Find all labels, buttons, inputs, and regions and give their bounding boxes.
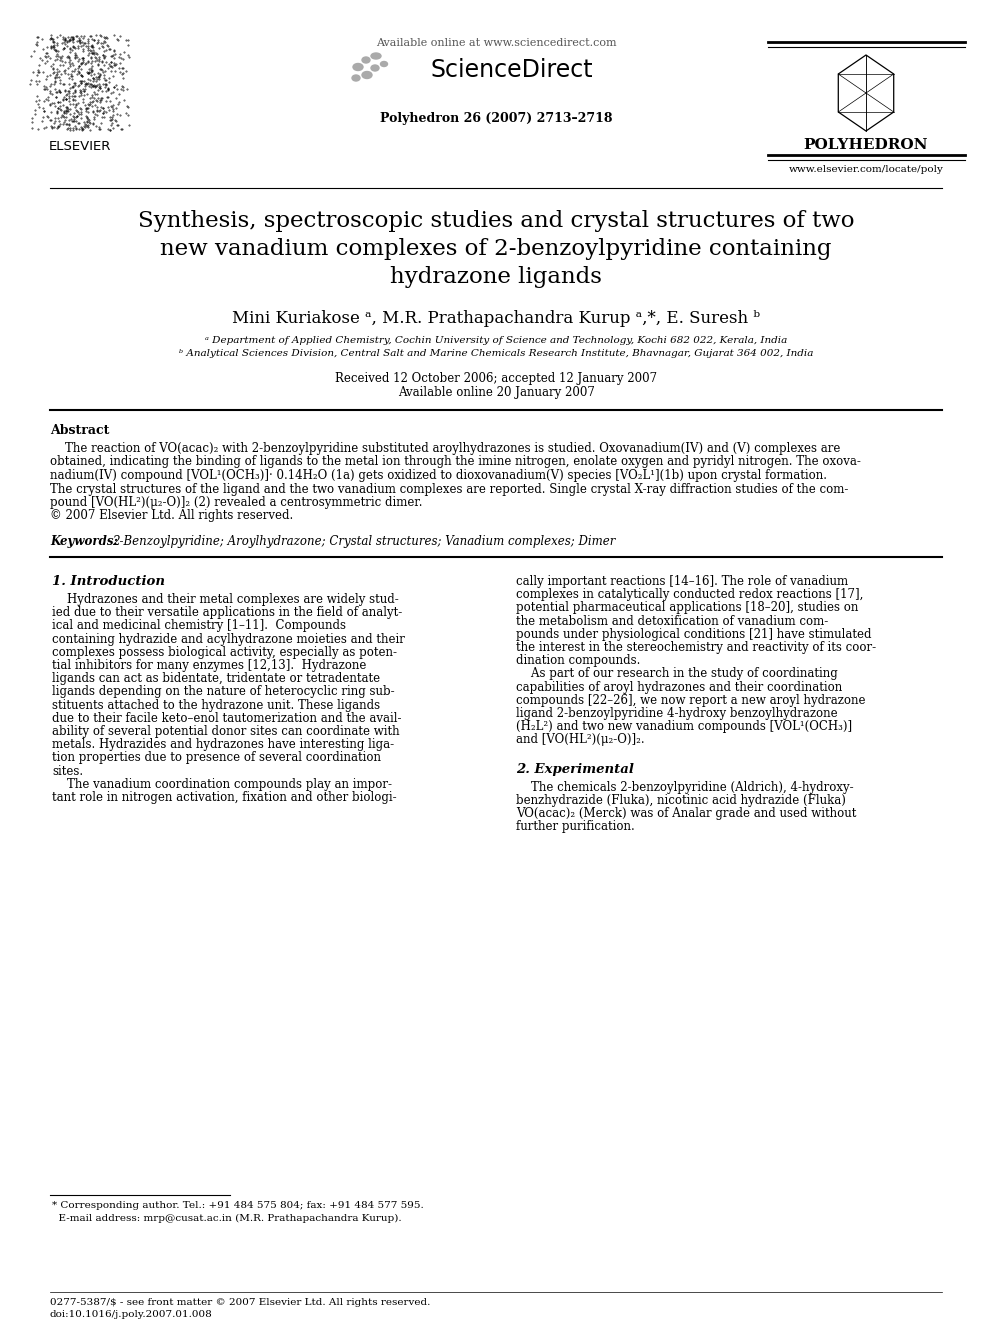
Ellipse shape [362,57,370,64]
Ellipse shape [371,53,381,60]
Text: Synthesis, spectroscopic studies and crystal structures of two: Synthesis, spectroscopic studies and cry… [138,210,854,232]
Text: cally important reactions [14–16]. The role of vanadium: cally important reactions [14–16]. The r… [516,576,848,587]
Text: nadium(IV) compound [VOL¹(OCH₃)]· 0.14H₂O (1a) gets oxidized to dioxovanadium(V): nadium(IV) compound [VOL¹(OCH₃)]· 0.14H₂… [50,468,827,482]
Text: the interest in the stereochemistry and reactivity of its coor-: the interest in the stereochemistry and … [516,642,876,654]
Text: pounds under physiological conditions [21] have stimulated: pounds under physiological conditions [2… [516,628,872,640]
Ellipse shape [353,64,363,70]
Text: The reaction of VO(acac)₂ with 2-benzoylpyridine substituted aroylhydrazones is : The reaction of VO(acac)₂ with 2-benzoyl… [50,442,840,455]
Text: Hydrazones and their metal complexes are widely stud-: Hydrazones and their metal complexes are… [52,593,399,606]
Text: sites.: sites. [52,765,83,778]
Text: Mini Kuriakose ᵃ, M.R. Prathapachandra Kurup ᵃ,*, E. Suresh ᵇ: Mini Kuriakose ᵃ, M.R. Prathapachandra K… [232,310,760,327]
Text: 0277-5387/$ - see front matter © 2007 Elsevier Ltd. All rights reserved.: 0277-5387/$ - see front matter © 2007 El… [50,1298,431,1307]
Text: ical and medicinal chemistry [1–11].  Compounds: ical and medicinal chemistry [1–11]. Com… [52,619,346,632]
Text: The chemicals 2-benzoylpyridine (Aldrich), 4-hydroxy-: The chemicals 2-benzoylpyridine (Aldrich… [516,781,854,794]
Text: containing hydrazide and acylhydrazone moieties and their: containing hydrazide and acylhydrazone m… [52,632,405,646]
Text: stituents attached to the hydrazone unit. These ligands: stituents attached to the hydrazone unit… [52,699,380,712]
Ellipse shape [352,75,360,81]
Text: ELSEVIER: ELSEVIER [49,140,111,153]
Text: ᵃ Department of Applied Chemistry, Cochin University of Science and Technology, : ᵃ Department of Applied Chemistry, Cochi… [205,336,787,345]
Text: pound [VO(HL²)(μ₂-O)]₂ (2) revealed a centrosymmetric dimer.: pound [VO(HL²)(μ₂-O)]₂ (2) revealed a ce… [50,496,423,509]
Text: capabilities of aroyl hydrazones and their coordination: capabilities of aroyl hydrazones and the… [516,680,842,693]
Text: www.elsevier.com/locate/poly: www.elsevier.com/locate/poly [789,165,943,175]
Text: Polyhedron 26 (2007) 2713–2718: Polyhedron 26 (2007) 2713–2718 [380,112,612,124]
Text: tant role in nitrogen activation, fixation and other biologi-: tant role in nitrogen activation, fixati… [52,791,397,804]
Text: doi:10.1016/j.poly.2007.01.008: doi:10.1016/j.poly.2007.01.008 [50,1310,212,1319]
Text: tion properties due to presence of several coordination: tion properties due to presence of sever… [52,751,381,765]
Text: © 2007 Elsevier Ltd. All rights reserved.: © 2007 Elsevier Ltd. All rights reserved… [50,509,294,523]
Text: dination compounds.: dination compounds. [516,654,641,667]
Text: ScienceDirect: ScienceDirect [430,58,592,82]
Text: potential pharmaceutical applications [18–20], studies on: potential pharmaceutical applications [1… [516,602,858,614]
Text: complexes in catalytically conducted redox reactions [17],: complexes in catalytically conducted red… [516,589,863,601]
Text: VO(acac)₂ (Merck) was of Analar grade and used without: VO(acac)₂ (Merck) was of Analar grade an… [516,807,856,820]
Text: 2-Benzoylpyridine; Aroylhydrazone; Crystal structures; Vanadium complexes; Dimer: 2-Benzoylpyridine; Aroylhydrazone; Cryst… [112,534,615,548]
Text: The crystal structures of the ligand and the two vanadium complexes are reported: The crystal structures of the ligand and… [50,483,848,496]
Text: ligands depending on the nature of heterocyclic ring sub-: ligands depending on the nature of heter… [52,685,395,699]
Text: Received 12 October 2006; accepted 12 January 2007: Received 12 October 2006; accepted 12 Ja… [335,372,657,385]
Ellipse shape [371,65,379,71]
Text: due to their facile keto–enol tautomerization and the avail-: due to their facile keto–enol tautomeriz… [52,712,402,725]
Text: The vanadium coordination compounds play an impor-: The vanadium coordination compounds play… [52,778,392,791]
Text: Available online 20 January 2007: Available online 20 January 2007 [398,386,594,400]
Text: 2. Experimental: 2. Experimental [516,762,634,775]
Text: Available online at www.sciencedirect.com: Available online at www.sciencedirect.co… [376,38,616,48]
Text: benzhydrazide (Fluka), nicotinic acid hydrazide (Fluka): benzhydrazide (Fluka), nicotinic acid hy… [516,794,846,807]
Text: Abstract: Abstract [50,423,109,437]
Text: POLYHEDRON: POLYHEDRON [804,138,929,152]
Text: the metabolism and detoxification of vanadium com-: the metabolism and detoxification of van… [516,615,828,627]
Ellipse shape [381,61,388,66]
Text: * Corresponding author. Tel.: +91 484 575 804; fax: +91 484 577 595.: * Corresponding author. Tel.: +91 484 57… [52,1201,424,1211]
Text: ligands can act as bidentate, tridentate or tetradentate: ligands can act as bidentate, tridentate… [52,672,380,685]
Text: ied due to their versatile applications in the field of analyt-: ied due to their versatile applications … [52,606,402,619]
Text: compounds [22–26], we now report a new aroyl hydrazone: compounds [22–26], we now report a new a… [516,693,865,706]
Text: ligand 2-benzoylpyridine 4-hydroxy benzoylhydrazone: ligand 2-benzoylpyridine 4-hydroxy benzo… [516,706,837,720]
Text: tial inhibitors for many enzymes [12,13].  Hydrazone: tial inhibitors for many enzymes [12,13]… [52,659,366,672]
Text: E-mail address: mrp@cusat.ac.in (M.R. Prathapachandra Kurup).: E-mail address: mrp@cusat.ac.in (M.R. Pr… [52,1215,402,1224]
Text: and [VO(HL²)(μ₂-O)]₂.: and [VO(HL²)(μ₂-O)]₂. [516,733,645,746]
Text: As part of our research in the study of coordinating: As part of our research in the study of … [516,667,838,680]
Text: further purification.: further purification. [516,820,635,833]
Text: 1. Introduction: 1. Introduction [52,576,165,587]
Text: Keywords:: Keywords: [50,534,122,548]
Text: complexes possess biological activity, especially as poten-: complexes possess biological activity, e… [52,646,397,659]
Text: obtained, indicating the binding of ligands to the metal ion through the imine n: obtained, indicating the binding of liga… [50,455,861,468]
Text: metals. Hydrazides and hydrazones have interesting liga-: metals. Hydrazides and hydrazones have i… [52,738,394,751]
Text: hydrazone ligands: hydrazone ligands [390,266,602,288]
Ellipse shape [362,71,372,78]
Text: ᵇ Analytical Sciences Division, Central Salt and Marine Chemicals Research Insti: ᵇ Analytical Sciences Division, Central … [179,349,813,359]
Text: new vanadium complexes of 2-benzoylpyridine containing: new vanadium complexes of 2-benzoylpyrid… [161,238,831,261]
Text: ability of several potential donor sites can coordinate with: ability of several potential donor sites… [52,725,400,738]
Text: (H₂L²) and two new vanadium compounds [VOL¹(OCH₃)]: (H₂L²) and two new vanadium compounds [V… [516,720,852,733]
